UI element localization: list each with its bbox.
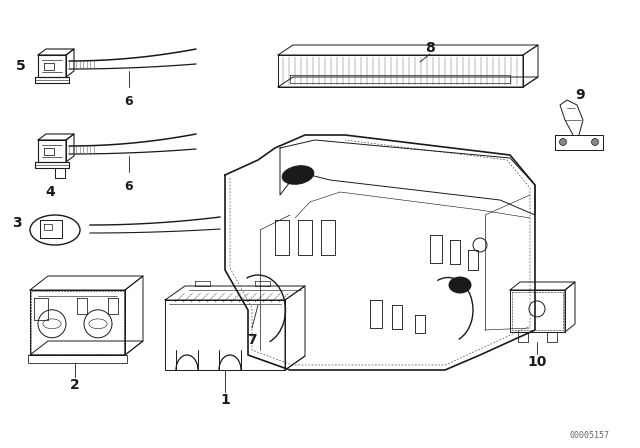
Text: 3: 3 xyxy=(12,216,22,230)
Ellipse shape xyxy=(282,166,314,184)
Text: 6: 6 xyxy=(125,95,133,108)
Text: 7: 7 xyxy=(247,333,257,347)
Text: 4: 4 xyxy=(45,185,55,199)
Text: 10: 10 xyxy=(527,355,547,369)
Text: 1: 1 xyxy=(220,393,230,407)
Text: 2: 2 xyxy=(70,378,80,392)
Ellipse shape xyxy=(449,277,471,293)
Circle shape xyxy=(591,138,598,146)
Text: 5: 5 xyxy=(16,59,26,73)
Circle shape xyxy=(559,138,566,146)
Text: 8: 8 xyxy=(425,41,435,55)
Text: 00005157: 00005157 xyxy=(570,431,610,440)
Text: 9: 9 xyxy=(575,88,585,102)
Text: 6: 6 xyxy=(125,180,133,193)
